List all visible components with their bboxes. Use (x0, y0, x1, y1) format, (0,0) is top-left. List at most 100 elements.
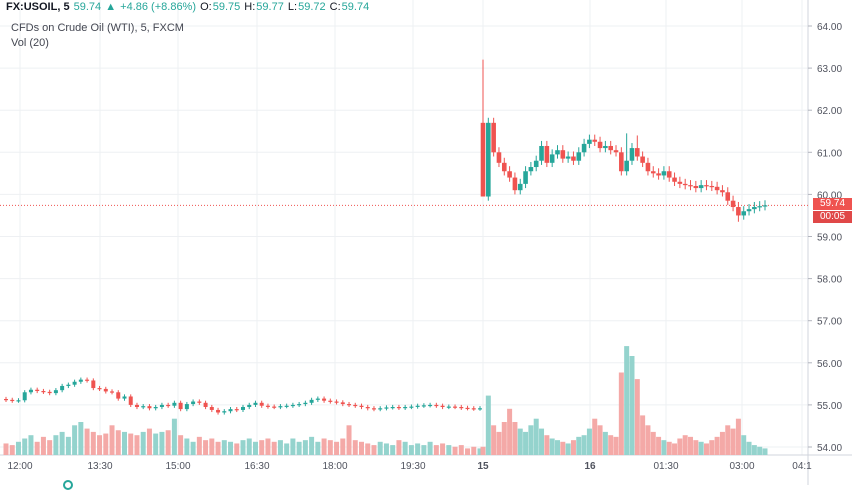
volume-bar (359, 441, 364, 455)
candle-body (178, 402, 183, 410)
candle-body (581, 143, 587, 153)
volume-bar (624, 346, 630, 455)
candle-body (501, 162, 507, 172)
volume-indicator-label[interactable]: Vol (20) (11, 37, 49, 49)
candle-body (390, 407, 395, 409)
candle-body (549, 154, 555, 163)
candle-body (533, 160, 539, 168)
candle-body (613, 150, 619, 153)
volume-bar (618, 372, 624, 455)
candle-body (757, 206, 762, 208)
candle-body (635, 148, 640, 157)
volume-bar (240, 440, 246, 455)
volume-bar (383, 443, 389, 455)
candle-body (53, 390, 58, 394)
volume-bar (650, 431, 656, 455)
x-tick-label: 13:30 (87, 461, 112, 472)
candle-body (134, 404, 139, 408)
candle-body (480, 122, 486, 197)
candle-body (507, 171, 512, 178)
candle-body (624, 160, 629, 172)
candle-body (491, 122, 496, 153)
candle-body (597, 141, 603, 149)
candle-body (10, 399, 15, 402)
open-label: O: (200, 1, 212, 13)
candle-body (78, 379, 83, 382)
candle-body (446, 406, 451, 408)
candle-body (741, 211, 747, 216)
volume-bar (165, 430, 171, 455)
volume-bar (496, 431, 502, 455)
volume-bar (501, 422, 507, 455)
x-tick-label: 18:00 (322, 461, 347, 472)
candle-body (159, 404, 164, 408)
bar-countdown-tag: 00:05 (813, 211, 852, 223)
volume-bar (560, 441, 566, 455)
candle-body (253, 402, 258, 405)
volume-bar (549, 438, 555, 455)
candle-body (359, 405, 364, 408)
candle-body (122, 396, 127, 399)
candle-body (592, 139, 598, 142)
candle-body (682, 183, 688, 186)
candle-body (340, 402, 345, 405)
volume-bar (59, 431, 65, 455)
candle-body (153, 407, 158, 409)
candle-body (110, 391, 115, 393)
volume-bar (402, 441, 408, 455)
volume-bar (597, 425, 603, 455)
volume-bar (698, 441, 704, 455)
candle-body (709, 185, 715, 188)
volume-bar (352, 440, 358, 455)
x-tick-label: 16 (584, 461, 596, 472)
volume-bar (65, 436, 71, 455)
volume-bar (252, 441, 258, 455)
volume-bar (645, 425, 651, 455)
candle-body (645, 162, 651, 172)
candle-body (197, 401, 202, 403)
candle-body (66, 384, 71, 386)
candle-body (222, 411, 227, 413)
volume-bar (371, 445, 377, 455)
volume-bar (602, 431, 608, 455)
volume-bar (178, 435, 184, 455)
candle-body (371, 408, 376, 410)
candle-body (571, 156, 576, 161)
candle-body (353, 404, 358, 407)
candle-body (523, 171, 528, 184)
candle-body (203, 402, 208, 408)
volume-bar (140, 431, 146, 455)
x-tick-label: 12:00 (7, 461, 32, 472)
volume-bar (672, 443, 678, 455)
candle-body (47, 391, 52, 394)
volume-bar (415, 443, 421, 455)
candle-body (290, 404, 295, 407)
candle-body (471, 408, 476, 410)
volume-bar (115, 430, 121, 455)
volume-bar (22, 438, 28, 455)
volume-bar (491, 425, 497, 455)
volume-bar (682, 435, 688, 455)
volume-bar (159, 431, 165, 455)
low-label: L: (287, 1, 298, 13)
volume-bar (390, 445, 396, 455)
volume-bar (570, 440, 576, 455)
candle-body (384, 407, 389, 409)
candle-body (328, 400, 333, 402)
candle-body (228, 409, 233, 412)
candle-body (688, 185, 693, 187)
x-tick-label: 15 (477, 461, 489, 472)
close-value: 59.74 (341, 1, 370, 13)
volume-bar (554, 440, 560, 455)
candle-body (166, 404, 171, 407)
volume-bar (346, 425, 352, 455)
candle-body (396, 407, 401, 409)
volume-bar (215, 441, 221, 455)
high-label: H: (244, 1, 256, 13)
candle-body (555, 150, 560, 155)
y-tick-label: 60.00 (817, 190, 842, 201)
volume-bar (15, 441, 21, 455)
volume-bar (592, 418, 598, 455)
candle-body (752, 207, 757, 210)
